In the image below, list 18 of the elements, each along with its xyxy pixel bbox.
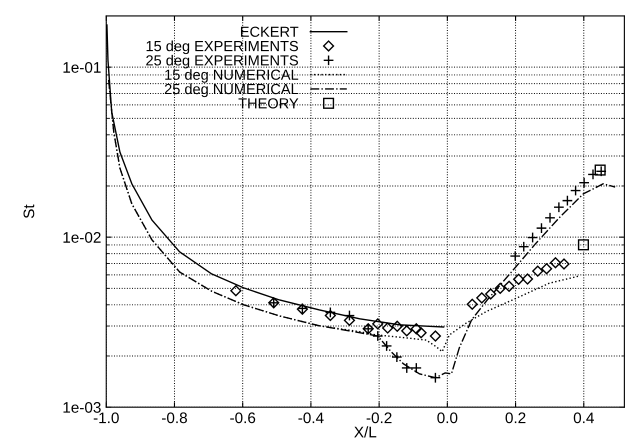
x-tick-label: -1.0 xyxy=(94,412,119,424)
legend-label: 15 deg EXPERIMENTS xyxy=(146,40,298,54)
x-tick-label: -0.6 xyxy=(230,412,256,424)
legend-label: ECKERT xyxy=(240,26,298,37)
x-tick-label: -0.2 xyxy=(366,412,392,424)
legend-label: 25 deg EXPERIMENTS xyxy=(146,54,298,68)
legend-label: 15 deg NUMERICAL xyxy=(165,69,298,83)
y-tick-label: 1e-02 xyxy=(63,232,101,243)
x-tick-label: -0.8 xyxy=(162,412,187,424)
x-tick-label: -0.4 xyxy=(298,412,324,424)
x-tick-label: 0.2 xyxy=(506,412,526,424)
y-tick-label: 1e-01 xyxy=(63,62,101,73)
y-tick-label: 1e-03 xyxy=(63,402,101,413)
legend-label: THEORY xyxy=(238,98,298,109)
x-tick-label: 0.4 xyxy=(574,412,594,424)
x-tick-label: 0.0 xyxy=(437,412,458,424)
y-axis-title: St xyxy=(23,204,34,218)
x-axis-title: X/L xyxy=(354,426,376,438)
